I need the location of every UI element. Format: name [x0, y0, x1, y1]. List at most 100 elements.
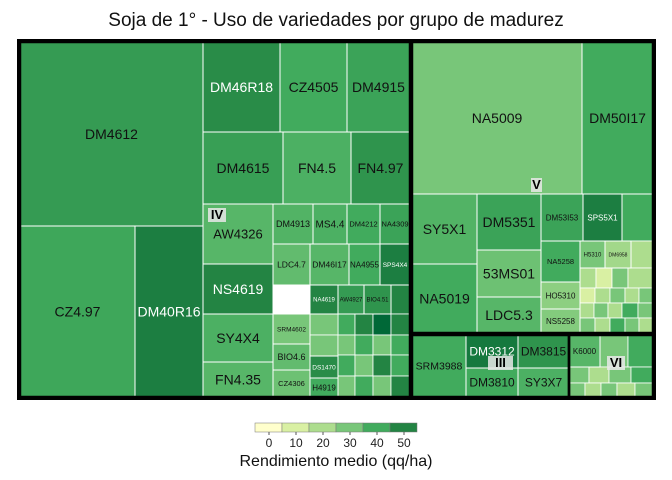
filler-tile: [390, 313, 411, 336]
tile-label: CZ4.97: [55, 303, 101, 319]
group-label-iii: III: [495, 355, 506, 370]
tile-label: HO5310: [546, 291, 576, 300]
group-border-vi: [567, 333, 655, 399]
filler-tile: [568, 366, 590, 384]
legend-swatch: [335, 422, 364, 433]
filler-tile: [390, 354, 411, 377]
legend-tick-label: 20: [316, 436, 330, 450]
group-label-bg: [531, 178, 542, 192]
tile-label: SRM4602: [277, 326, 306, 333]
tile-na5019: [411, 263, 478, 334]
filler-tile: [579, 267, 597, 289]
treemap-tiles: DM4612 CZ4.97 DM40R16 DM46R18 CZ4505 DM4915 DM…: [19, 41, 654, 398]
tile-label: H5310: [584, 253, 602, 259]
tile-label: NA4955: [350, 260, 379, 269]
tile-label: NS4619: [213, 281, 264, 297]
legend-tick-label: 10: [289, 436, 303, 450]
group-label-bg: [488, 356, 513, 370]
tile-label: CZ4505: [289, 79, 339, 95]
group-label-bg: [607, 356, 625, 370]
tile-label: DS1470: [312, 364, 336, 371]
tile-bio4.6: [272, 343, 311, 371]
tile-fn4.97: [350, 131, 411, 205]
filler-tile: [609, 317, 626, 334]
tile-label: DM4913: [276, 219, 310, 229]
filler-tile: [624, 317, 640, 334]
tile-label: FN4.5: [298, 160, 336, 176]
tile-ldc4.7: [272, 243, 311, 286]
treemap-group-labels: IV V III VI: [208, 177, 625, 370]
tile-label: DM46I17: [312, 259, 347, 269]
color-legend: 0 10 20 30 40 50: [254, 422, 418, 450]
legend-swatch: [308, 422, 337, 433]
group-label-vi: VI: [610, 355, 622, 370]
tile-label: FN4.35: [215, 371, 261, 387]
filler-tile: [627, 267, 654, 289]
filler-tile: [600, 382, 618, 398]
filler-tile: [579, 317, 596, 334]
filler-tile: [594, 287, 611, 304]
filler-tile: [588, 366, 610, 384]
tile-dm4615: [202, 131, 284, 205]
tile-label: SY5X1: [423, 221, 467, 237]
tile-label: DM3815: [521, 345, 567, 359]
tile-label: DM40R16: [137, 303, 200, 319]
legend-swatch: [362, 422, 391, 433]
filler-tile: [595, 267, 613, 289]
tile-srm4602: [272, 313, 311, 345]
tile-label: DM46R18: [210, 79, 273, 95]
group-border-iv: [18, 40, 412, 399]
tile-label: NS5258: [546, 317, 575, 326]
filler-tile: [354, 354, 374, 377]
tile-label: CZ4306: [278, 379, 305, 388]
legend-tick-label: 40: [370, 436, 384, 450]
tile-label: K6000: [573, 347, 597, 356]
tile-dm3810: [465, 367, 519, 398]
tile-label: 53MS01: [483, 265, 535, 281]
filler-tile: [337, 375, 356, 398]
tile-label: AW4927: [340, 298, 363, 304]
group-label-bg: [208, 208, 226, 222]
filler-tile: [584, 382, 602, 398]
tile-label: NA4309: [381, 220, 408, 229]
tile-label: SPS5X1: [587, 213, 618, 222]
filler-tile: [372, 354, 392, 377]
filler-tile: [337, 354, 356, 377]
tile-label: DM3810: [469, 376, 515, 390]
tile-sy3x7: [517, 367, 570, 398]
legend-swatch: [281, 422, 310, 433]
tile-ns4619: [202, 263, 274, 315]
filler-tile: [630, 366, 654, 384]
tile-label: DM4915: [352, 79, 405, 95]
filler-tile: [638, 317, 654, 334]
filler-tile: [593, 302, 609, 319]
filler-tile: [354, 334, 374, 356]
filler-tile: [611, 267, 629, 289]
treemap-frame: [17, 39, 656, 400]
filler-tile: [354, 375, 374, 398]
tile-label: MS4.4: [316, 220, 345, 231]
filler-tile: [607, 302, 623, 319]
filler-tile: [624, 287, 640, 304]
filler-tile: [372, 313, 392, 336]
tile-label: DM50I17: [589, 110, 646, 126]
legend-swatch: [389, 422, 418, 433]
group-border-v: [410, 40, 655, 335]
tile-na4955: [348, 243, 381, 286]
group-label-iv: IV: [211, 207, 224, 222]
tile-label: DM4615: [217, 160, 270, 176]
filler-tile: [568, 382, 586, 398]
tile-ns5258: [540, 308, 581, 334]
tile-label: H4919: [312, 383, 336, 392]
tile-dm4212: [346, 203, 381, 245]
tile-dm53i53: [540, 193, 584, 242]
filler-tile: [372, 334, 392, 356]
tile-label: SRM3988: [416, 361, 463, 373]
chart-title: Soja de 1° - Uso de variedades por grupo…: [108, 10, 564, 31]
tile-dm4913: [272, 203, 314, 245]
filler-tile: [579, 302, 595, 319]
tile-label: NA5258: [547, 257, 574, 266]
tile-na5009: [411, 41, 583, 195]
tile-label: LDC4.7: [277, 259, 306, 269]
